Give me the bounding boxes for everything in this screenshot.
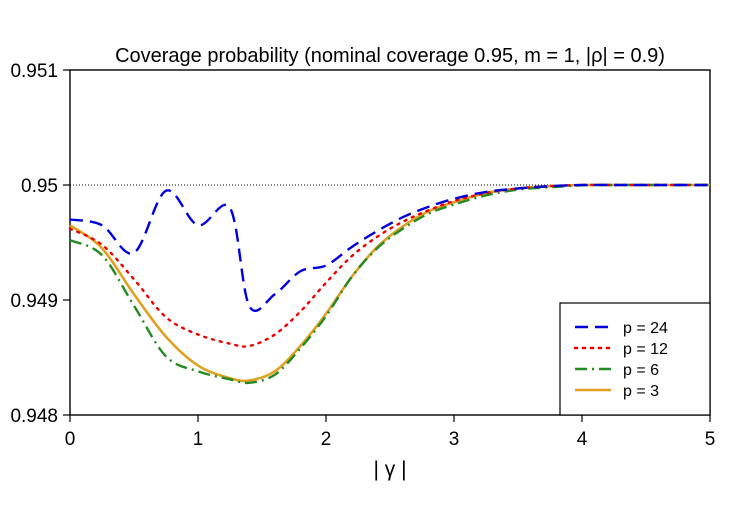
legend-label: p = 6 bbox=[623, 362, 659, 379]
x-tick-label: 5 bbox=[705, 429, 716, 450]
y-tick-label: 0.951 bbox=[10, 61, 58, 82]
y-axis: 0.948 0.949 0.95 0.951 bbox=[10, 61, 70, 427]
x-axis: 0 1 2 3 4 5 bbox=[65, 415, 716, 450]
x-tick-label: 1 bbox=[193, 429, 204, 450]
y-tick-label: 0.948 bbox=[10, 406, 58, 427]
x-tick-label: 2 bbox=[321, 429, 332, 450]
legend-label: p = 12 bbox=[623, 341, 668, 358]
series-line-p-12 bbox=[68, 183, 712, 348]
series-group bbox=[68, 183, 712, 385]
x-axis-label: | γ | bbox=[373, 458, 406, 481]
y-tick-label: 0.949 bbox=[10, 291, 58, 312]
legend-box bbox=[559, 302, 711, 416]
chart-title: Coverage probability (nominal coverage 0… bbox=[115, 45, 665, 67]
y-tick-label: 0.95 bbox=[21, 176, 58, 197]
x-tick-label: 3 bbox=[449, 429, 460, 450]
series-line-p-6 bbox=[69, 183, 710, 385]
legend-label: p = 3 bbox=[623, 383, 659, 400]
legend: p = 24 p = 12 p = 6 p = 3 bbox=[559, 302, 711, 416]
legend-items: p = 24 p = 12 p = 6 p = 3 bbox=[573, 320, 668, 400]
plot-frame bbox=[69, 69, 711, 416]
series-line-p-24 bbox=[69, 183, 710, 313]
x-tick-label: 4 bbox=[577, 429, 588, 450]
x-tick-label: 0 bbox=[65, 429, 76, 450]
legend-label: p = 24 bbox=[623, 320, 668, 337]
